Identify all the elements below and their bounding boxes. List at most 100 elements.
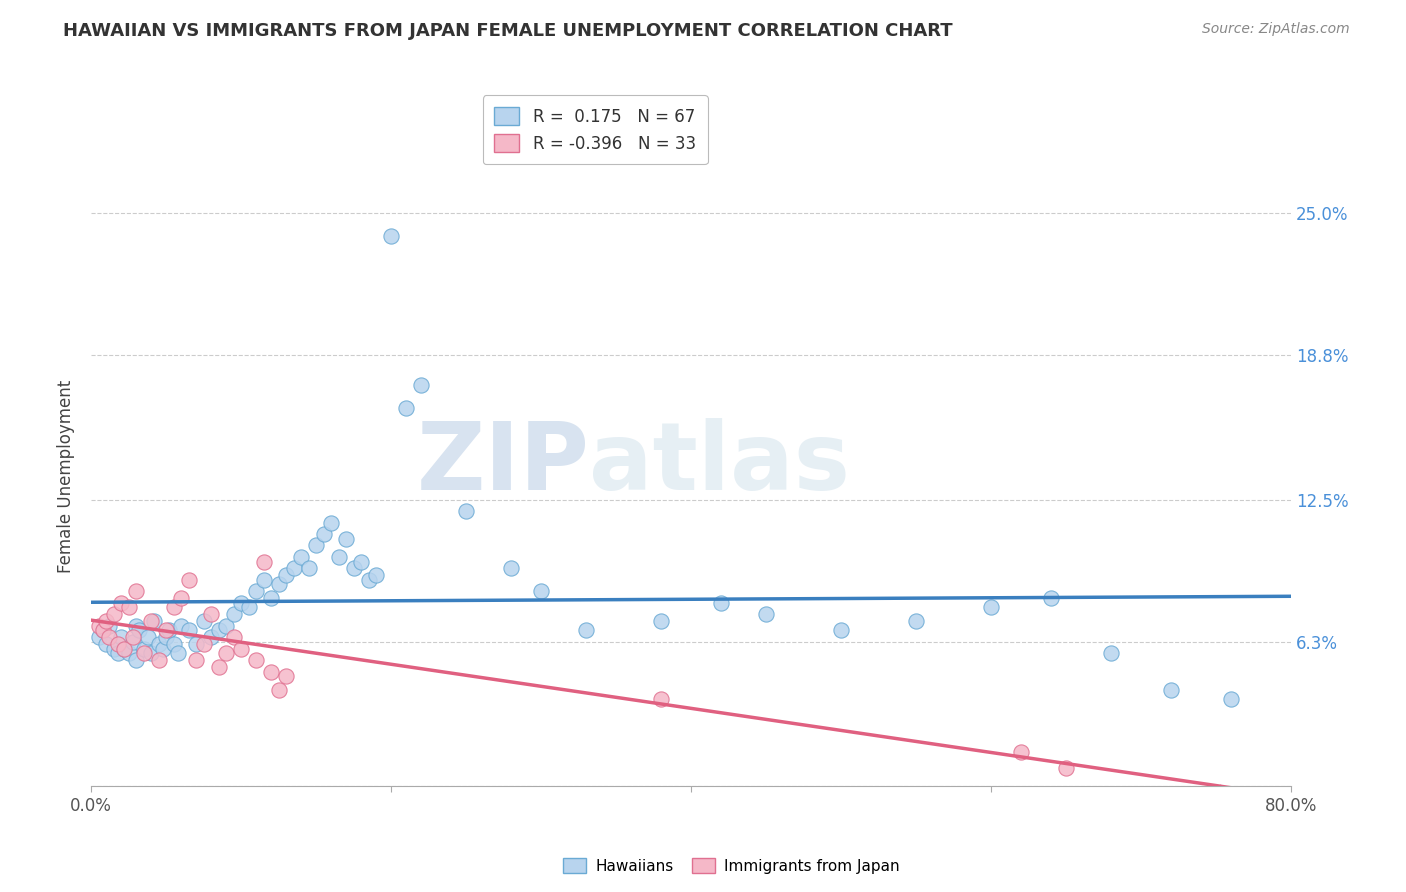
Text: Source: ZipAtlas.com: Source: ZipAtlas.com [1202, 22, 1350, 37]
Point [343, 561, 366, 575]
Point [103, 641, 125, 656]
Point [157, 624, 180, 638]
Point [122, 634, 145, 648]
Point [132, 646, 155, 660]
Text: ZIP: ZIP [416, 418, 589, 510]
Point [830, 624, 852, 638]
Point [710, 596, 733, 610]
Point [222, 607, 245, 622]
Point [125, 653, 148, 667]
Point [1010, 745, 1032, 759]
Point [208, 624, 231, 638]
Point [267, 577, 290, 591]
Point [245, 584, 267, 599]
Point [238, 600, 260, 615]
Point [200, 630, 222, 644]
Point [96, 637, 118, 651]
Point [163, 637, 186, 651]
Point [215, 618, 238, 632]
Point [231, 596, 253, 610]
Point [136, 630, 159, 644]
Point [98, 618, 121, 632]
Point [305, 539, 328, 553]
Point [177, 624, 200, 638]
Point [276, 568, 298, 582]
Point [267, 682, 290, 697]
Point [141, 614, 163, 628]
Point [222, 630, 245, 644]
Point [298, 561, 321, 575]
Point [155, 624, 177, 638]
Point [107, 637, 129, 651]
Point [170, 591, 193, 606]
Point [163, 600, 186, 615]
Point [501, 561, 523, 575]
Point [122, 630, 145, 644]
Point [103, 607, 125, 622]
Point [328, 549, 350, 564]
Point [366, 568, 388, 582]
Point [905, 614, 928, 628]
Point [380, 229, 402, 244]
Point [186, 637, 208, 651]
Point [231, 641, 253, 656]
Point [167, 646, 190, 660]
Point [456, 504, 478, 518]
Point [87, 618, 110, 632]
Text: atlas: atlas [589, 418, 851, 510]
Point [208, 660, 231, 674]
Point [253, 573, 276, 587]
Point [177, 573, 200, 587]
Point [755, 607, 778, 622]
Point [1040, 591, 1063, 606]
Point [128, 624, 150, 638]
Point [148, 653, 170, 667]
Point [118, 600, 141, 615]
Text: HAWAIIAN VS IMMIGRANTS FROM JAPAN FEMALE UNEMPLOYMENT CORRELATION CHART: HAWAIIAN VS IMMIGRANTS FROM JAPAN FEMALE… [63, 22, 953, 40]
Point [350, 555, 373, 569]
Point [575, 624, 598, 638]
Point [335, 532, 357, 546]
Legend: Hawaiians, Immigrants from Japan: Hawaiians, Immigrants from Japan [557, 852, 905, 880]
Point [186, 653, 208, 667]
Point [276, 669, 298, 683]
Point [98, 630, 121, 644]
Point [193, 637, 215, 651]
Point [215, 646, 238, 660]
Point [143, 614, 166, 628]
Point [87, 630, 110, 644]
Point [395, 401, 418, 415]
Point [1220, 692, 1243, 706]
Point [155, 630, 177, 644]
Point [321, 516, 343, 530]
Y-axis label: Female Unemployment: Female Unemployment [58, 380, 75, 574]
Legend: R =  0.175   N = 67, R = -0.396   N = 33: R = 0.175 N = 67, R = -0.396 N = 33 [482, 95, 707, 164]
Point [141, 646, 163, 660]
Point [260, 665, 283, 679]
Point [112, 641, 135, 656]
Point [110, 630, 132, 644]
Point [200, 607, 222, 622]
Point [91, 624, 114, 638]
Point [125, 618, 148, 632]
Point [1160, 682, 1182, 697]
Point [1054, 761, 1077, 775]
Point [132, 641, 155, 656]
Point [152, 641, 174, 656]
Point [260, 591, 283, 606]
Point [253, 555, 276, 569]
Point [118, 646, 141, 660]
Point [283, 561, 305, 575]
Point [650, 692, 672, 706]
Point [290, 549, 312, 564]
Point [245, 653, 267, 667]
Point [96, 614, 118, 628]
Point [170, 618, 193, 632]
Point [312, 527, 335, 541]
Point [650, 614, 672, 628]
Point [411, 378, 433, 392]
Point [193, 614, 215, 628]
Point [125, 584, 148, 599]
Point [530, 584, 553, 599]
Point [1099, 646, 1122, 660]
